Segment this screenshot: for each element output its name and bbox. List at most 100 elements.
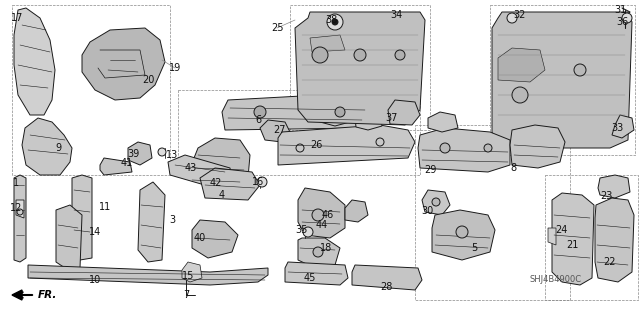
Text: 35: 35 — [296, 225, 308, 235]
Text: 42: 42 — [210, 178, 222, 188]
Polygon shape — [28, 265, 268, 285]
Text: 46: 46 — [322, 210, 334, 220]
Text: 34: 34 — [390, 10, 402, 20]
Polygon shape — [56, 205, 82, 270]
Polygon shape — [285, 262, 348, 285]
Circle shape — [17, 209, 23, 215]
Text: 41: 41 — [121, 158, 133, 168]
Text: 21: 21 — [566, 240, 578, 250]
Polygon shape — [432, 210, 495, 260]
Circle shape — [158, 148, 166, 156]
Polygon shape — [355, 112, 382, 130]
Text: 28: 28 — [380, 282, 392, 292]
Polygon shape — [552, 193, 594, 285]
Text: 24: 24 — [555, 225, 567, 235]
Polygon shape — [352, 265, 422, 290]
Text: 16: 16 — [252, 177, 264, 187]
Text: 27: 27 — [273, 125, 285, 135]
Text: 10: 10 — [89, 275, 101, 285]
Circle shape — [335, 107, 345, 117]
Polygon shape — [428, 112, 458, 132]
Text: 40: 40 — [194, 233, 206, 243]
Text: 18: 18 — [320, 243, 332, 253]
Polygon shape — [168, 155, 232, 188]
Circle shape — [622, 13, 632, 23]
Polygon shape — [22, 118, 72, 175]
Polygon shape — [340, 78, 375, 100]
Circle shape — [395, 50, 405, 60]
Text: 14: 14 — [89, 227, 101, 237]
Text: FR.: FR. — [38, 290, 58, 300]
Text: 30: 30 — [421, 206, 433, 216]
Circle shape — [432, 198, 440, 206]
Circle shape — [507, 13, 517, 23]
Text: 6: 6 — [255, 115, 261, 125]
Text: 20: 20 — [142, 75, 154, 85]
Text: 11: 11 — [99, 202, 111, 212]
Polygon shape — [222, 95, 372, 130]
Text: 15: 15 — [182, 271, 194, 281]
Polygon shape — [510, 125, 565, 168]
Text: 39: 39 — [127, 149, 139, 159]
Circle shape — [574, 64, 586, 76]
Polygon shape — [138, 182, 165, 262]
Polygon shape — [128, 142, 152, 165]
Circle shape — [327, 14, 343, 30]
Polygon shape — [192, 220, 238, 258]
Circle shape — [456, 226, 468, 238]
Text: 4: 4 — [219, 190, 225, 200]
Text: 22: 22 — [604, 257, 616, 267]
Text: 25: 25 — [271, 23, 284, 33]
Polygon shape — [388, 100, 420, 125]
Polygon shape — [16, 200, 24, 218]
Polygon shape — [12, 290, 22, 300]
Polygon shape — [320, 108, 350, 126]
Polygon shape — [612, 115, 634, 138]
Polygon shape — [498, 48, 545, 82]
Circle shape — [303, 227, 313, 237]
Text: 12: 12 — [10, 203, 22, 213]
Polygon shape — [298, 238, 340, 268]
Polygon shape — [14, 175, 26, 262]
Text: 23: 23 — [600, 191, 612, 201]
Text: 26: 26 — [310, 140, 322, 150]
Text: 3: 3 — [169, 215, 175, 225]
Polygon shape — [418, 128, 510, 172]
Text: 9: 9 — [55, 143, 61, 153]
Text: 45: 45 — [304, 273, 316, 283]
Text: SHJ4B4900C: SHJ4B4900C — [530, 275, 582, 284]
Polygon shape — [492, 12, 632, 148]
Text: 44: 44 — [316, 220, 328, 230]
Polygon shape — [260, 120, 290, 142]
Polygon shape — [298, 188, 345, 238]
Polygon shape — [72, 175, 92, 260]
Circle shape — [313, 247, 323, 257]
Polygon shape — [100, 158, 132, 175]
Circle shape — [254, 106, 266, 118]
Polygon shape — [82, 28, 165, 100]
Text: 8: 8 — [510, 163, 516, 173]
Circle shape — [440, 143, 450, 153]
Circle shape — [484, 144, 492, 152]
Text: 17: 17 — [11, 13, 23, 23]
Text: 13: 13 — [166, 150, 178, 160]
Polygon shape — [310, 35, 345, 52]
Polygon shape — [278, 125, 415, 165]
Circle shape — [312, 47, 328, 63]
Polygon shape — [345, 200, 368, 222]
Polygon shape — [548, 228, 556, 245]
Text: 36: 36 — [616, 17, 628, 27]
Text: 31: 31 — [614, 5, 626, 15]
Circle shape — [257, 177, 267, 187]
Text: 5: 5 — [471, 243, 477, 253]
Polygon shape — [182, 262, 202, 282]
Circle shape — [332, 19, 338, 25]
Text: 37: 37 — [386, 113, 398, 123]
Text: 7: 7 — [183, 290, 189, 300]
Circle shape — [354, 49, 366, 61]
Text: 19: 19 — [169, 63, 181, 73]
Polygon shape — [422, 190, 450, 215]
Polygon shape — [598, 175, 630, 198]
Text: 43: 43 — [185, 163, 197, 173]
Polygon shape — [295, 12, 425, 125]
